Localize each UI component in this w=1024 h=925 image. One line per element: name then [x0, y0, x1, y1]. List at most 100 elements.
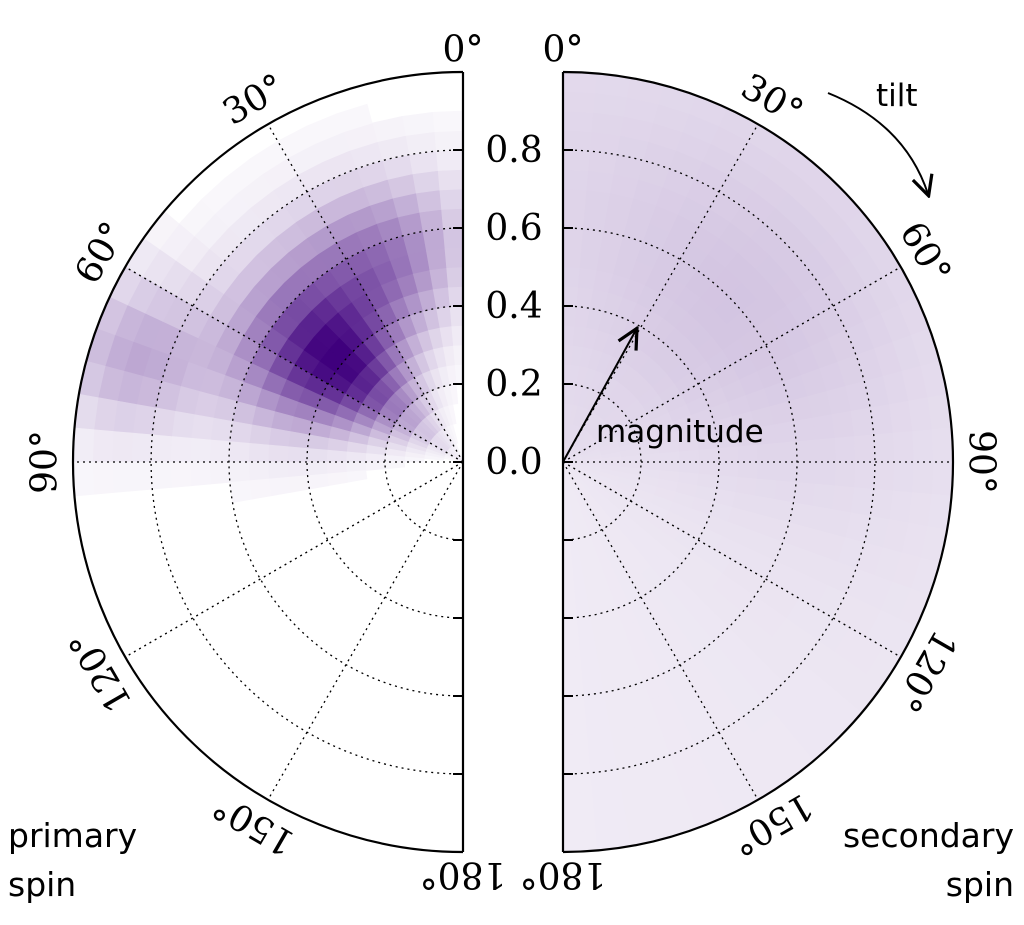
secondary-spin-cell: [776, 441, 798, 463]
secondary-spin-cell: [562, 558, 574, 580]
secondary-spin-cell: [659, 451, 681, 463]
secondary-spin-cell: [583, 209, 608, 232]
primary-spin-cell: [438, 188, 464, 210]
secondary-spin-cell: [562, 208, 586, 230]
secondary-spin-cell: [584, 189, 611, 213]
primary-spin-cell: [228, 461, 250, 483]
secondary-spin-cell: [812, 483, 836, 510]
secondary-spin-cell: [773, 480, 797, 503]
secondary-spin-cell: [892, 431, 915, 463]
primary-spin-cell: [287, 431, 310, 449]
primary-spin-cell: [170, 436, 192, 463]
primary-spin-cell: [346, 470, 368, 483]
secondary-spin-cell: [562, 149, 591, 171]
secondary-spin-cell: [831, 485, 855, 514]
secondary-spin-cell: [795, 439, 817, 463]
tilt-label: tilt: [876, 78, 918, 114]
secondary-spin-cell: [679, 461, 700, 475]
primary-spin-cell: [326, 461, 347, 475]
secondary-spin-cell: [854, 434, 876, 463]
primary-spin-label-line1: primary: [8, 816, 137, 855]
primary-spin-cell: [401, 112, 435, 136]
primary-tilt-tick-label: 120°: [62, 623, 141, 719]
primary-spin-cell: [248, 478, 272, 500]
magnitude-tick-label: 0.2: [485, 364, 542, 405]
secondary-spin-cell: [854, 461, 876, 490]
secondary-spin-cell: [776, 461, 798, 483]
primary-spin-cell: [72, 461, 95, 497]
primary-spin-label-line2: spin: [8, 865, 76, 904]
secondary-outer-arc: [562, 70, 955, 854]
secondary-spin-cell: [562, 675, 584, 697]
primary-spin-cell: [447, 286, 464, 307]
primary-spin-heatmap: [72, 103, 464, 503]
tilt-arrow: [827, 92, 928, 194]
magnitude-arrow: [562, 330, 636, 463]
primary-spin-cell: [345, 451, 367, 463]
secondary-tilt-gridline: [562, 461, 902, 658]
primary-spin-cell: [72, 427, 95, 463]
primary-spin-cell: [384, 461, 406, 470]
primary-spin-cell: [248, 461, 270, 482]
secondary-magnitude-gridline: [562, 305, 720, 619]
primary-outer-arc: [71, 70, 464, 854]
secondary-spin-cell: [583, 692, 608, 715]
secondary-spin-cell: [562, 91, 596, 113]
secondary-spin-cell: [562, 753, 591, 775]
secondary-spin-label-line1: secondary: [843, 816, 1014, 855]
secondary-spin-cell: [586, 730, 615, 754]
magnitude-tick-label: 0.0: [485, 442, 542, 483]
secondary-spin-cell: [562, 539, 572, 560]
primary-tilt-gridline: [267, 461, 464, 801]
polar-grid: [73, 123, 953, 801]
secondary-spin-cell: [562, 130, 593, 152]
primary-spin-cell: [111, 461, 134, 493]
primary-spin-cell: [248, 442, 270, 463]
primary-spin-cell: [418, 209, 443, 232]
primary-spin-cell: [415, 189, 442, 213]
secondary-spin-cell: [584, 711, 611, 735]
secondary-spin-cell: [562, 110, 594, 133]
secondary-spin-cell: [718, 461, 739, 478]
secondary-spin-cell: [756, 461, 778, 482]
primary-tilt-tick-label: 150°: [206, 785, 302, 864]
primary-spin-cell: [306, 461, 328, 476]
secondary-spin-cell: [834, 436, 856, 463]
secondary-spin-cell: [576, 615, 594, 638]
secondary-spin-cell: [581, 228, 604, 252]
secondary-spin-cell: [562, 694, 586, 716]
secondary-spin-cell: [873, 461, 895, 492]
secondary-spin-cell: [562, 578, 576, 599]
primary-spin-cell: [449, 305, 464, 327]
primary-spin-cell: [442, 227, 464, 249]
secondary-spin-cell: [931, 427, 954, 463]
primary-spin-cell: [267, 461, 289, 480]
primary-spin-cell: [150, 434, 172, 463]
primary-spin-cell: [131, 432, 153, 463]
secondary-spin-cell: [562, 636, 581, 658]
secondary-spin-cell: [562, 714, 588, 736]
secondary-spin-cell: [562, 247, 583, 269]
primary-spin-cell: [267, 444, 289, 463]
primary-magnitude-gridline: [384, 383, 464, 541]
secondary-spin-cell: [562, 188, 588, 210]
secondary-spin-cell: [773, 421, 797, 444]
primary-spin-cell: [268, 427, 291, 448]
primary-spin-cell: [440, 208, 464, 230]
secondary-spin-cell: [562, 305, 577, 327]
secondary-spin-cell: [586, 170, 615, 194]
secondary-spin-cell: [588, 749, 618, 774]
secondary-spin-cell: [562, 791, 594, 814]
secondary-spin-cell: [795, 461, 817, 485]
primary-spin-cell: [450, 325, 464, 346]
secondary-spin-cell: [562, 811, 596, 833]
primary-spin-cell: [209, 461, 231, 485]
primary-spin-cell: [229, 480, 253, 503]
secondary-spin-cell: [562, 325, 576, 346]
primary-magnitude-gridline: [306, 305, 464, 619]
primary-spin-cell: [432, 110, 464, 133]
secondary-spin-cell: [931, 461, 954, 497]
secondary-tilt-gridline: [562, 461, 759, 801]
primary-tilt-tick-label: 90°: [25, 430, 66, 494]
secondary-spin-cell: [834, 461, 856, 488]
